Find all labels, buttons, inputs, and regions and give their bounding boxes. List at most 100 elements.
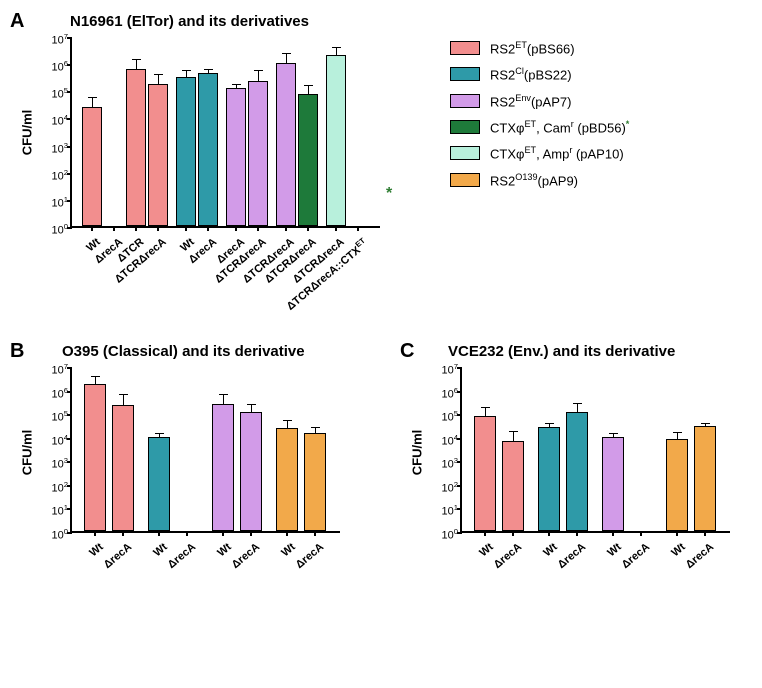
error-cap — [332, 47, 341, 48]
error-cap — [509, 431, 518, 432]
bar — [126, 69, 146, 226]
error-bar — [485, 408, 486, 415]
ytick-mark — [457, 508, 462, 510]
bar — [666, 439, 688, 531]
error-bar — [315, 428, 316, 433]
ytick-mark — [67, 508, 72, 510]
error-cap — [154, 74, 163, 75]
bar — [304, 433, 326, 531]
xtick-mark — [250, 531, 252, 536]
xtick-label: Wt — [477, 541, 495, 559]
legend-swatch — [450, 146, 480, 160]
xtick-mark — [335, 226, 337, 231]
ytick-label: 105 — [51, 87, 72, 101]
ytick-mark — [457, 532, 462, 534]
xtick-mark — [704, 531, 706, 536]
bar — [276, 428, 298, 531]
xtick-label: ΔrecA — [229, 541, 262, 571]
bar — [148, 84, 168, 227]
xtick-mark — [113, 226, 115, 231]
ytick-label: 101 — [51, 196, 72, 210]
ytick-mark — [67, 532, 72, 534]
xtick-mark — [286, 531, 288, 536]
error-bar — [186, 71, 187, 76]
legend-label: RS2ET(pBS66) — [490, 40, 575, 56]
ytick-label: 102 — [441, 481, 462, 495]
panel-c-ylabel: CFU/ml — [409, 430, 424, 476]
error-bar — [613, 434, 614, 436]
error-cap — [219, 394, 228, 395]
error-bar — [287, 421, 288, 428]
ytick-mark — [67, 461, 72, 463]
panel-c: C VCE232 (Env.) and its derivative CFU/m… — [400, 340, 760, 640]
xtick-label: Wt — [87, 541, 105, 559]
ytick-mark — [67, 64, 72, 66]
bar — [276, 63, 296, 226]
ytick-label: 100 — [51, 223, 72, 237]
panel-row-bc: B O395 (Classical) and its derivative CF… — [10, 340, 752, 650]
error-bar — [258, 71, 259, 81]
error-cap — [155, 433, 164, 434]
error-bar — [549, 424, 550, 428]
ytick-mark — [457, 438, 462, 440]
xtick-label: ΔrecA — [683, 541, 716, 571]
ytick-mark — [67, 173, 72, 175]
error-bar — [308, 86, 309, 94]
error-bar — [92, 98, 93, 106]
error-bar — [159, 434, 160, 436]
error-cap — [701, 423, 710, 424]
error-cap — [304, 85, 313, 86]
ytick-mark — [67, 91, 72, 93]
ytick-mark — [457, 485, 462, 487]
xtick-mark — [135, 226, 137, 231]
xtick-mark — [676, 531, 678, 536]
legend-label: CTXφET, Camr (pBD56)* — [490, 119, 629, 135]
panel-a-label: A — [10, 10, 24, 33]
ytick-label: 107 — [51, 363, 72, 377]
legend-swatch — [450, 41, 480, 55]
ytick-mark — [67, 485, 72, 487]
ytick-mark — [457, 391, 462, 393]
bar — [502, 441, 524, 531]
bar — [198, 73, 218, 226]
error-cap — [609, 433, 618, 434]
legend-swatch — [450, 173, 480, 187]
ytick-mark — [67, 414, 72, 416]
panel-b-title: O395 (Classical) and its derivative — [62, 343, 305, 360]
error-bar — [158, 75, 159, 83]
ytick-mark — [67, 200, 72, 202]
bar — [538, 427, 560, 531]
ytick-mark — [67, 391, 72, 393]
xtick-mark — [285, 226, 287, 231]
error-cap — [311, 427, 320, 428]
ytick-label: 101 — [441, 504, 462, 518]
error-cap — [232, 84, 241, 85]
bar — [212, 404, 234, 531]
star-annotation: * — [386, 185, 392, 203]
xtick-mark — [185, 226, 187, 231]
ytick-mark — [67, 37, 72, 39]
xtick-label: ΔrecA — [555, 541, 588, 571]
ytick-mark — [457, 367, 462, 369]
ytick-label: 107 — [51, 33, 72, 47]
bar — [226, 88, 246, 226]
xtick-mark — [612, 531, 614, 536]
error-bar — [577, 404, 578, 412]
xtick-label: Wt — [605, 541, 623, 559]
ytick-label: 103 — [441, 457, 462, 471]
panel-b-label: B — [10, 340, 24, 363]
bar — [240, 412, 262, 531]
legend-item: RS2Env(pAP7) — [450, 93, 629, 109]
error-cap — [254, 70, 263, 71]
legend: RS2ET(pBS66)RS2Cl(pBS22)RS2Env(pAP7)CTXφ… — [450, 40, 629, 198]
xtick-label: ΔrecA — [619, 541, 652, 571]
xtick-mark — [158, 531, 160, 536]
xtick-label: ΔrecA — [101, 541, 134, 571]
ytick-mark — [67, 146, 72, 148]
panel-b-chart: 100101102103104105106107WtΔrecAWtΔrecAWt… — [70, 368, 340, 533]
legend-label: RS2Env(pAP7) — [490, 93, 571, 109]
legend-swatch — [450, 67, 480, 81]
error-bar — [705, 424, 706, 426]
panel-c-title: VCE232 (Env.) and its derivative — [448, 343, 675, 360]
bar — [326, 55, 346, 226]
